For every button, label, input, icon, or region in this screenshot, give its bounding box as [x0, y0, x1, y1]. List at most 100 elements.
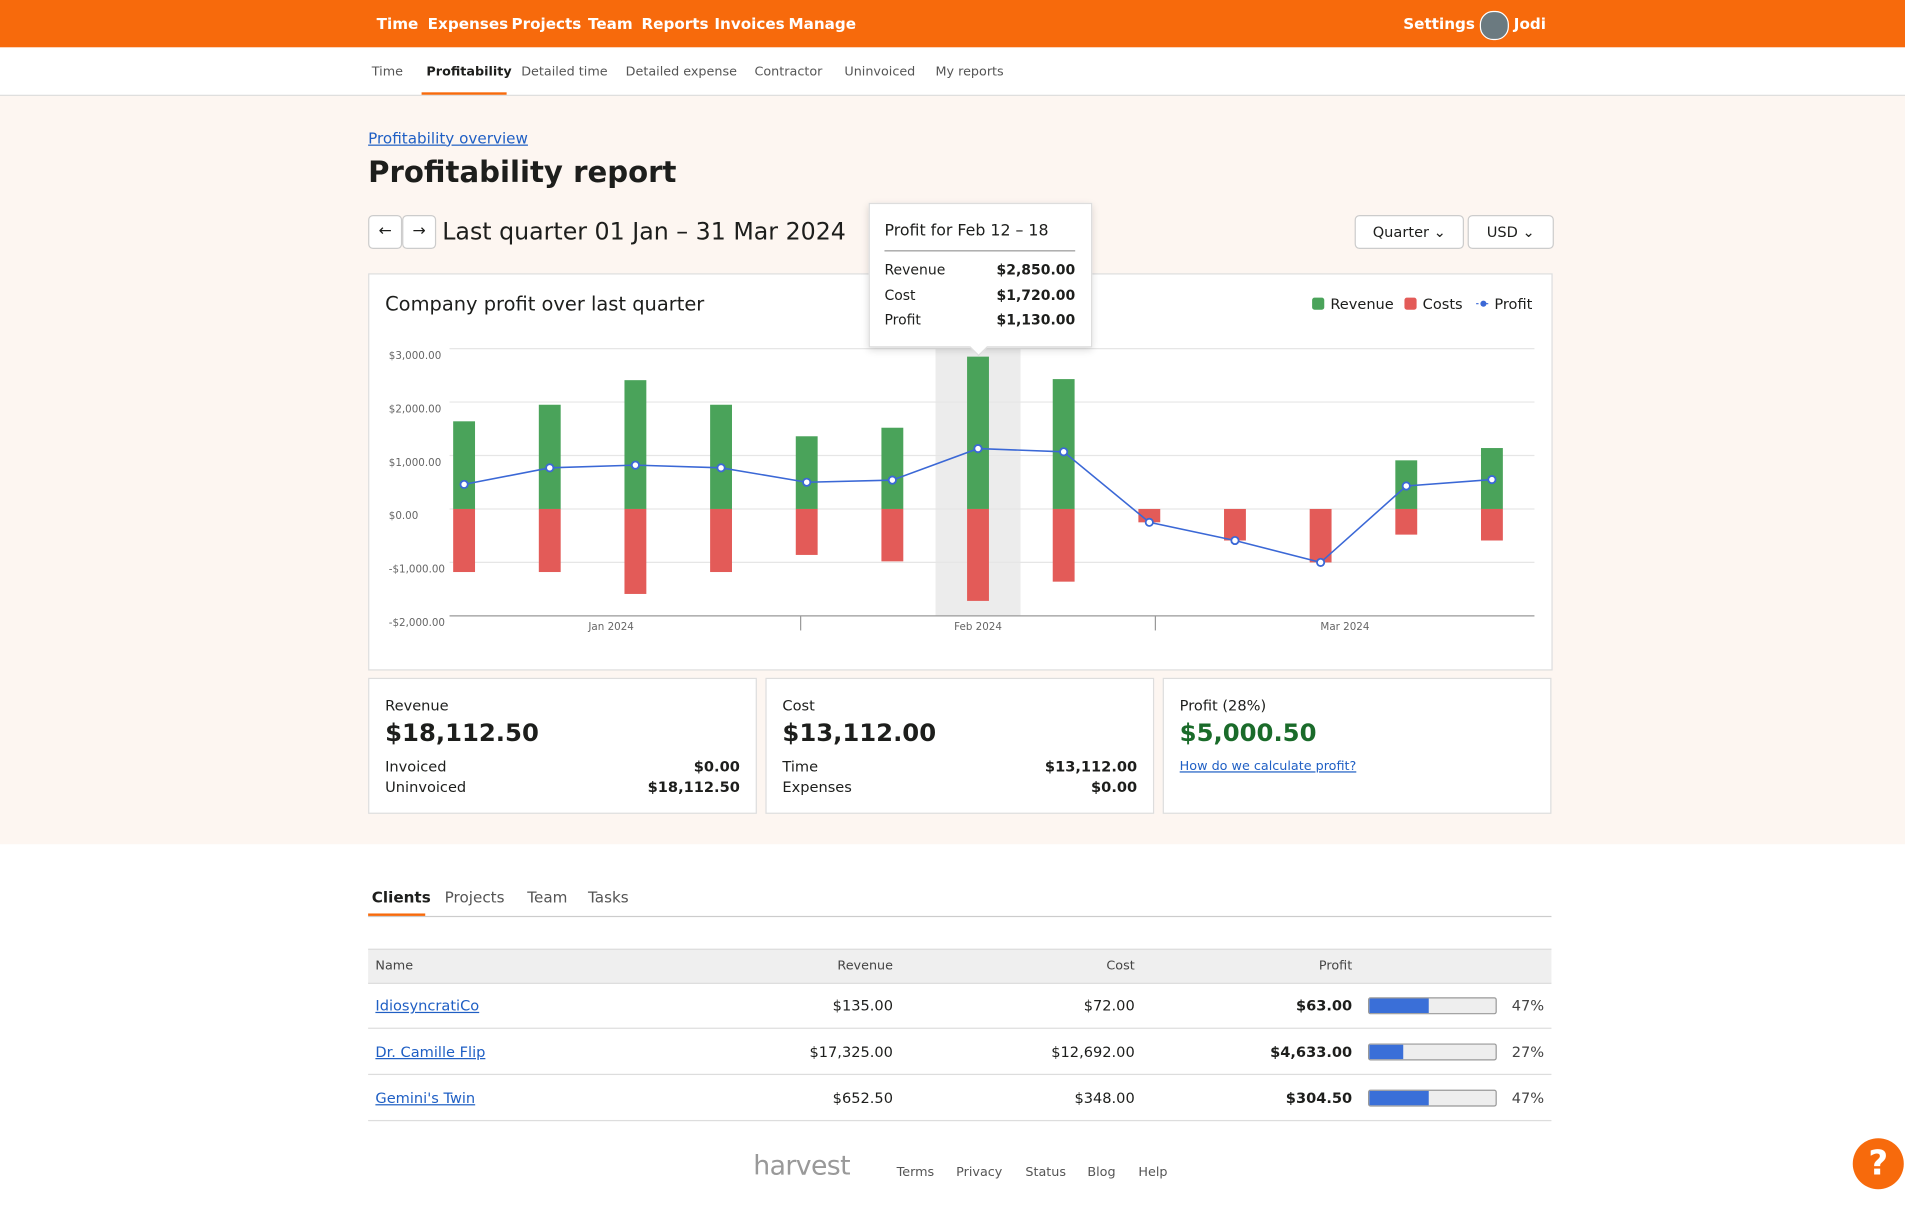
- nav-item[interactable]: Manage: [788, 14, 857, 33]
- footer-link[interactable]: Privacy: [956, 1164, 1003, 1180]
- tooltip-value: $2,850.00: [996, 261, 1076, 279]
- nav-item[interactable]: Team: [588, 14, 633, 33]
- tab[interactable]: Tasks: [588, 887, 629, 906]
- tab[interactable]: Clients: [371, 887, 431, 906]
- bar: [967, 508, 989, 601]
- column-header: Name: [375, 958, 414, 973]
- dropdown-label: USD: [1486, 223, 1518, 241]
- client-name[interactable]: Gemini's Twin: [375, 1089, 476, 1107]
- nav-item[interactable]: Reports: [641, 14, 709, 33]
- subnav-item[interactable]: Detailed time: [521, 64, 608, 79]
- card-label: Profit (28%): [1179, 697, 1267, 715]
- tooltip-rule: [884, 250, 1076, 252]
- tooltip-value: $1,130.00: [996, 311, 1076, 329]
- subnav-item[interactable]: My reports: [935, 64, 1004, 79]
- summary-card: [1162, 677, 1552, 814]
- legend-swatch: [1312, 297, 1325, 310]
- bar: [1052, 379, 1075, 509]
- profit-point: [459, 479, 469, 489]
- dropdown[interactable]: USD ⌄: [1467, 215, 1554, 250]
- cost-cell: $72.00: [1083, 997, 1135, 1015]
- footer-link[interactable]: Terms: [896, 1164, 935, 1180]
- nav-item[interactable]: Expenses: [427, 14, 509, 33]
- client-name[interactable]: IdiosyncratiCo: [375, 997, 480, 1015]
- profit-point: [1316, 557, 1326, 567]
- legend-dot: [1480, 300, 1487, 307]
- card-value: $5,000.50: [1179, 717, 1317, 748]
- profit-cell: $4,633.00: [1270, 1043, 1353, 1061]
- tab-active-underline: [368, 913, 426, 916]
- nav-settings[interactable]: Settings: [1403, 14, 1475, 33]
- bar: [1138, 508, 1161, 523]
- tooltip-label: Revenue: [884, 261, 946, 279]
- subnav-item[interactable]: Detailed expense: [625, 64, 737, 79]
- card-link[interactable]: How do we calculate profit?: [1179, 758, 1357, 774]
- legend-label: Costs: [1423, 296, 1463, 313]
- profit-point: [716, 463, 726, 473]
- y-tick-label: $0.00: [389, 510, 419, 522]
- tab[interactable]: Projects: [444, 887, 505, 906]
- bar: [1224, 508, 1246, 541]
- footer-link[interactable]: Blog: [1087, 1164, 1116, 1180]
- card-row-label: Expenses: [782, 778, 852, 796]
- profit-cell: $63.00: [1295, 997, 1353, 1015]
- share-label: 47%: [1511, 1089, 1545, 1107]
- bar: [1480, 508, 1503, 541]
- profit-point: [545, 463, 555, 473]
- nav-user[interactable]: Jodi: [1513, 14, 1546, 33]
- y-tick-label: -$2,000.00: [389, 617, 445, 629]
- cost-cell: $348.00: [1074, 1089, 1135, 1107]
- sub-bar: [0, 47, 1905, 96]
- card-row-label: Time: [782, 757, 819, 775]
- dropdown[interactable]: Quarter ⌄: [1354, 215, 1464, 250]
- bar: [795, 436, 818, 509]
- tab[interactable]: Team: [527, 887, 568, 906]
- footer-link[interactable]: Help: [1138, 1164, 1168, 1180]
- bar: [1395, 508, 1418, 535]
- summary-card: [765, 677, 1155, 814]
- y-tick-label: $3,000.00: [389, 350, 441, 362]
- avatar[interactable]: [1479, 10, 1509, 41]
- profit-point: [1059, 447, 1069, 457]
- table-header: [368, 948, 1552, 984]
- column-header: Cost: [1106, 958, 1135, 973]
- prev-button[interactable]: ←: [368, 215, 403, 250]
- next-button[interactable]: →: [402, 215, 437, 250]
- client-name[interactable]: Dr. Camille Flip: [375, 1043, 486, 1061]
- subnav-item[interactable]: Time: [371, 64, 403, 79]
- bar: [538, 508, 561, 573]
- tooltip-label: Cost: [884, 286, 916, 304]
- breadcrumb[interactable]: Profitability overview: [368, 128, 528, 147]
- chart: Company profit over last quarter -$2,000.…: [385, 292, 1535, 633]
- revenue-cell: $652.50: [832, 1089, 893, 1107]
- profit-point: [973, 444, 983, 454]
- profit-point: [887, 475, 897, 485]
- page-title: Profitability report: [368, 155, 677, 190]
- footer-logo[interactable]: harvest: [753, 1151, 850, 1182]
- card-value: $18,112.50: [385, 717, 539, 748]
- subnav-item[interactable]: Contractor: [754, 64, 823, 79]
- footer-link[interactable]: Status: [1025, 1164, 1067, 1180]
- subnav-item[interactable]: Uninvoiced: [844, 64, 916, 79]
- bar: [710, 404, 732, 509]
- card-row-value: $18,112.50: [647, 778, 740, 796]
- row-divider: [368, 1027, 1552, 1029]
- profit-point: [1487, 475, 1497, 485]
- bar: [1309, 508, 1332, 563]
- summary-card: [368, 677, 757, 814]
- bar: [1052, 508, 1075, 582]
- share-track: [1368, 1043, 1497, 1061]
- revenue-cell: $17,325.00: [809, 1043, 893, 1061]
- share-track: [1368, 997, 1497, 1015]
- help-button[interactable]: ?: [1852, 1138, 1904, 1190]
- dropdown-label: Quarter: [1372, 223, 1430, 241]
- nav-item[interactable]: Projects: [511, 14, 582, 33]
- bar: [881, 508, 904, 562]
- bar: [881, 427, 904, 509]
- nav-item[interactable]: Invoices: [714, 14, 785, 33]
- nav-item[interactable]: Time: [376, 14, 419, 33]
- subnav-item[interactable]: Profitability: [426, 64, 512, 79]
- bar: [538, 404, 561, 509]
- share-label: 47%: [1511, 997, 1545, 1015]
